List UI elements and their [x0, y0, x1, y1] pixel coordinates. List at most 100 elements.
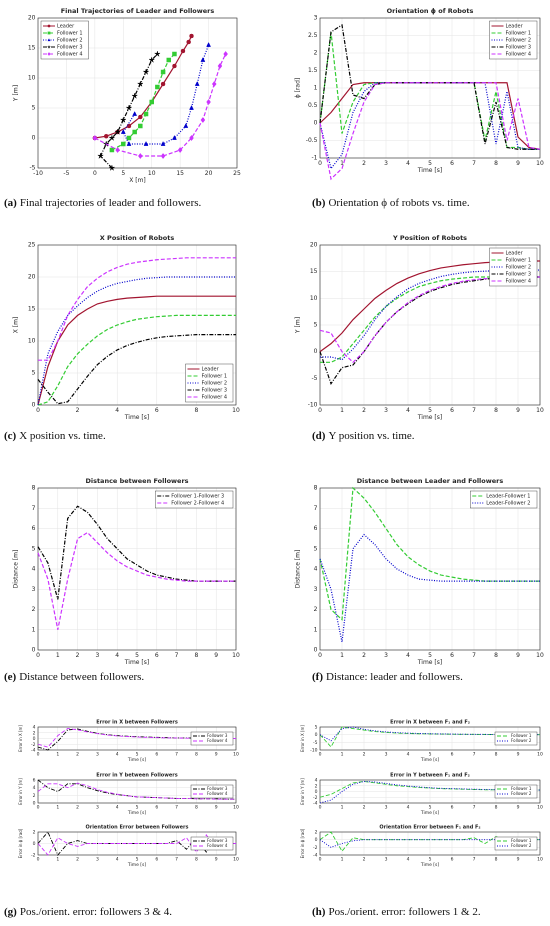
- data-point: [189, 134, 194, 142]
- x-tick-label: 4: [407, 805, 410, 811]
- x-axis-label: Time [s]: [417, 414, 442, 421]
- caption: (c) X position vs. time.: [4, 430, 106, 442]
- legend-label: Follower 1: [511, 838, 532, 843]
- y-tick-label: 6: [32, 525, 36, 532]
- x-tick-label: 8: [495, 805, 498, 811]
- data-point: [180, 48, 186, 54]
- series-line: [38, 257, 236, 361]
- chart-title: Distance between Leader and Followers: [357, 477, 504, 485]
- y-tick-label: 15: [28, 45, 36, 52]
- x-tick-label: 15: [176, 170, 184, 177]
- x-tick-label: 6: [155, 407, 159, 414]
- x-tick-label: 7: [175, 805, 178, 811]
- data-point: [217, 62, 223, 70]
- series-line: [37, 531, 236, 630]
- x-tick-label: 3: [385, 805, 388, 811]
- data-point: [200, 116, 206, 124]
- x-axis-label: Time [s]: [127, 810, 147, 816]
- x-tick-label: 2: [363, 857, 366, 863]
- x-tick-label: 2: [363, 805, 366, 811]
- x-tick-label: 9: [215, 805, 218, 811]
- legend-box: [494, 784, 538, 799]
- y-tick-label: 4: [314, 566, 318, 573]
- legend-label: Follower 4: [207, 843, 228, 848]
- y-tick-label: 1: [32, 626, 36, 633]
- x-tick-label: 3: [96, 752, 99, 758]
- x-tick-label: 5: [429, 752, 432, 758]
- x-tick-label: 3: [384, 652, 388, 659]
- x-axis-label: Time [s]: [417, 167, 442, 174]
- y-tick-label: -1: [312, 155, 318, 162]
- data-point: [103, 133, 109, 139]
- data-point: [172, 63, 177, 69]
- legend-label: Leader: [506, 251, 524, 257]
- y-tick-label: 10: [28, 338, 36, 345]
- x-tick-label: 4: [407, 857, 410, 863]
- chart-title: Error in X between Followers: [96, 720, 178, 726]
- x-tick-label: 8: [194, 652, 198, 659]
- data-point: [121, 141, 126, 147]
- y-tick-label: -4: [31, 748, 36, 754]
- x-tick-label: 8: [494, 160, 498, 167]
- x-tick-label: 8: [495, 857, 498, 863]
- y-tick-label: 20: [28, 274, 36, 281]
- data-point: [206, 42, 211, 47]
- data-point: [143, 111, 149, 117]
- caption: (d) Y position vs. time.: [312, 430, 415, 442]
- y-tick-label: -2: [31, 853, 36, 859]
- y-tick-label: 2: [315, 783, 318, 789]
- y-tick-label: 3: [314, 586, 318, 593]
- y-tick-label: 2: [314, 50, 318, 57]
- x-tick-label: 2: [362, 407, 366, 414]
- x-axis-label: X [m]: [129, 177, 146, 184]
- data-point: [126, 141, 132, 146]
- y-tick-label: 8: [314, 485, 318, 492]
- legend-label: Follower 2: [506, 265, 532, 271]
- y-tick-label: 0: [314, 120, 318, 127]
- x-tick-label: 5: [428, 407, 432, 414]
- y-tick-label: -2: [313, 845, 318, 851]
- caption-text: Final trajectories of leader and followe…: [20, 197, 202, 209]
- legend-label: Follower 4: [57, 52, 83, 58]
- data-point: [172, 135, 177, 140]
- x-tick-label: 0: [319, 857, 322, 863]
- x-tick-label: 7: [472, 652, 476, 659]
- x-tick-label: 5: [136, 752, 139, 758]
- y-tick-label: 2: [314, 606, 318, 613]
- x-tick-label: 0: [318, 407, 322, 414]
- x-tick-label: 1: [56, 752, 59, 758]
- y-tick-label: 5: [32, 545, 36, 552]
- x-tick-label: 10: [233, 752, 239, 758]
- data-point: [206, 98, 211, 106]
- series-line: [94, 53, 227, 157]
- x-tick-label: 9: [215, 752, 218, 758]
- x-tick-label: 5: [428, 160, 432, 167]
- series-line: [37, 276, 236, 406]
- x-tick-label: 2: [363, 752, 366, 758]
- x-tick-label: 0: [37, 805, 40, 811]
- x-tick-label: 0: [37, 857, 40, 863]
- axes-frame: [319, 17, 541, 159]
- data-point: [189, 33, 194, 39]
- caption: (f) Distance: leader and followers.: [312, 671, 463, 683]
- y-tick-label: 10: [310, 295, 318, 302]
- x-axis-label: Time [s]: [127, 862, 147, 868]
- y-axis-label: ϕ [rad]: [295, 78, 302, 99]
- x-tick-label: 5: [121, 170, 125, 177]
- y-axis-label: Y [m]: [295, 317, 302, 334]
- x-tick-label: 1: [56, 652, 60, 659]
- x-tick-label: 6: [155, 857, 158, 863]
- y-tick-label: 2: [33, 730, 36, 736]
- x-tick-label: 0: [37, 752, 40, 758]
- y-tick-label: 6: [314, 525, 318, 532]
- x-tick-label: 1: [56, 857, 59, 863]
- data-point: [149, 99, 154, 105]
- data-point: [126, 135, 132, 141]
- y-tick-label: 20: [28, 15, 36, 22]
- x-tick-label: 4: [407, 752, 410, 758]
- caption-tag: (c): [4, 430, 17, 442]
- data-point: [109, 165, 115, 171]
- data-point: [115, 146, 120, 154]
